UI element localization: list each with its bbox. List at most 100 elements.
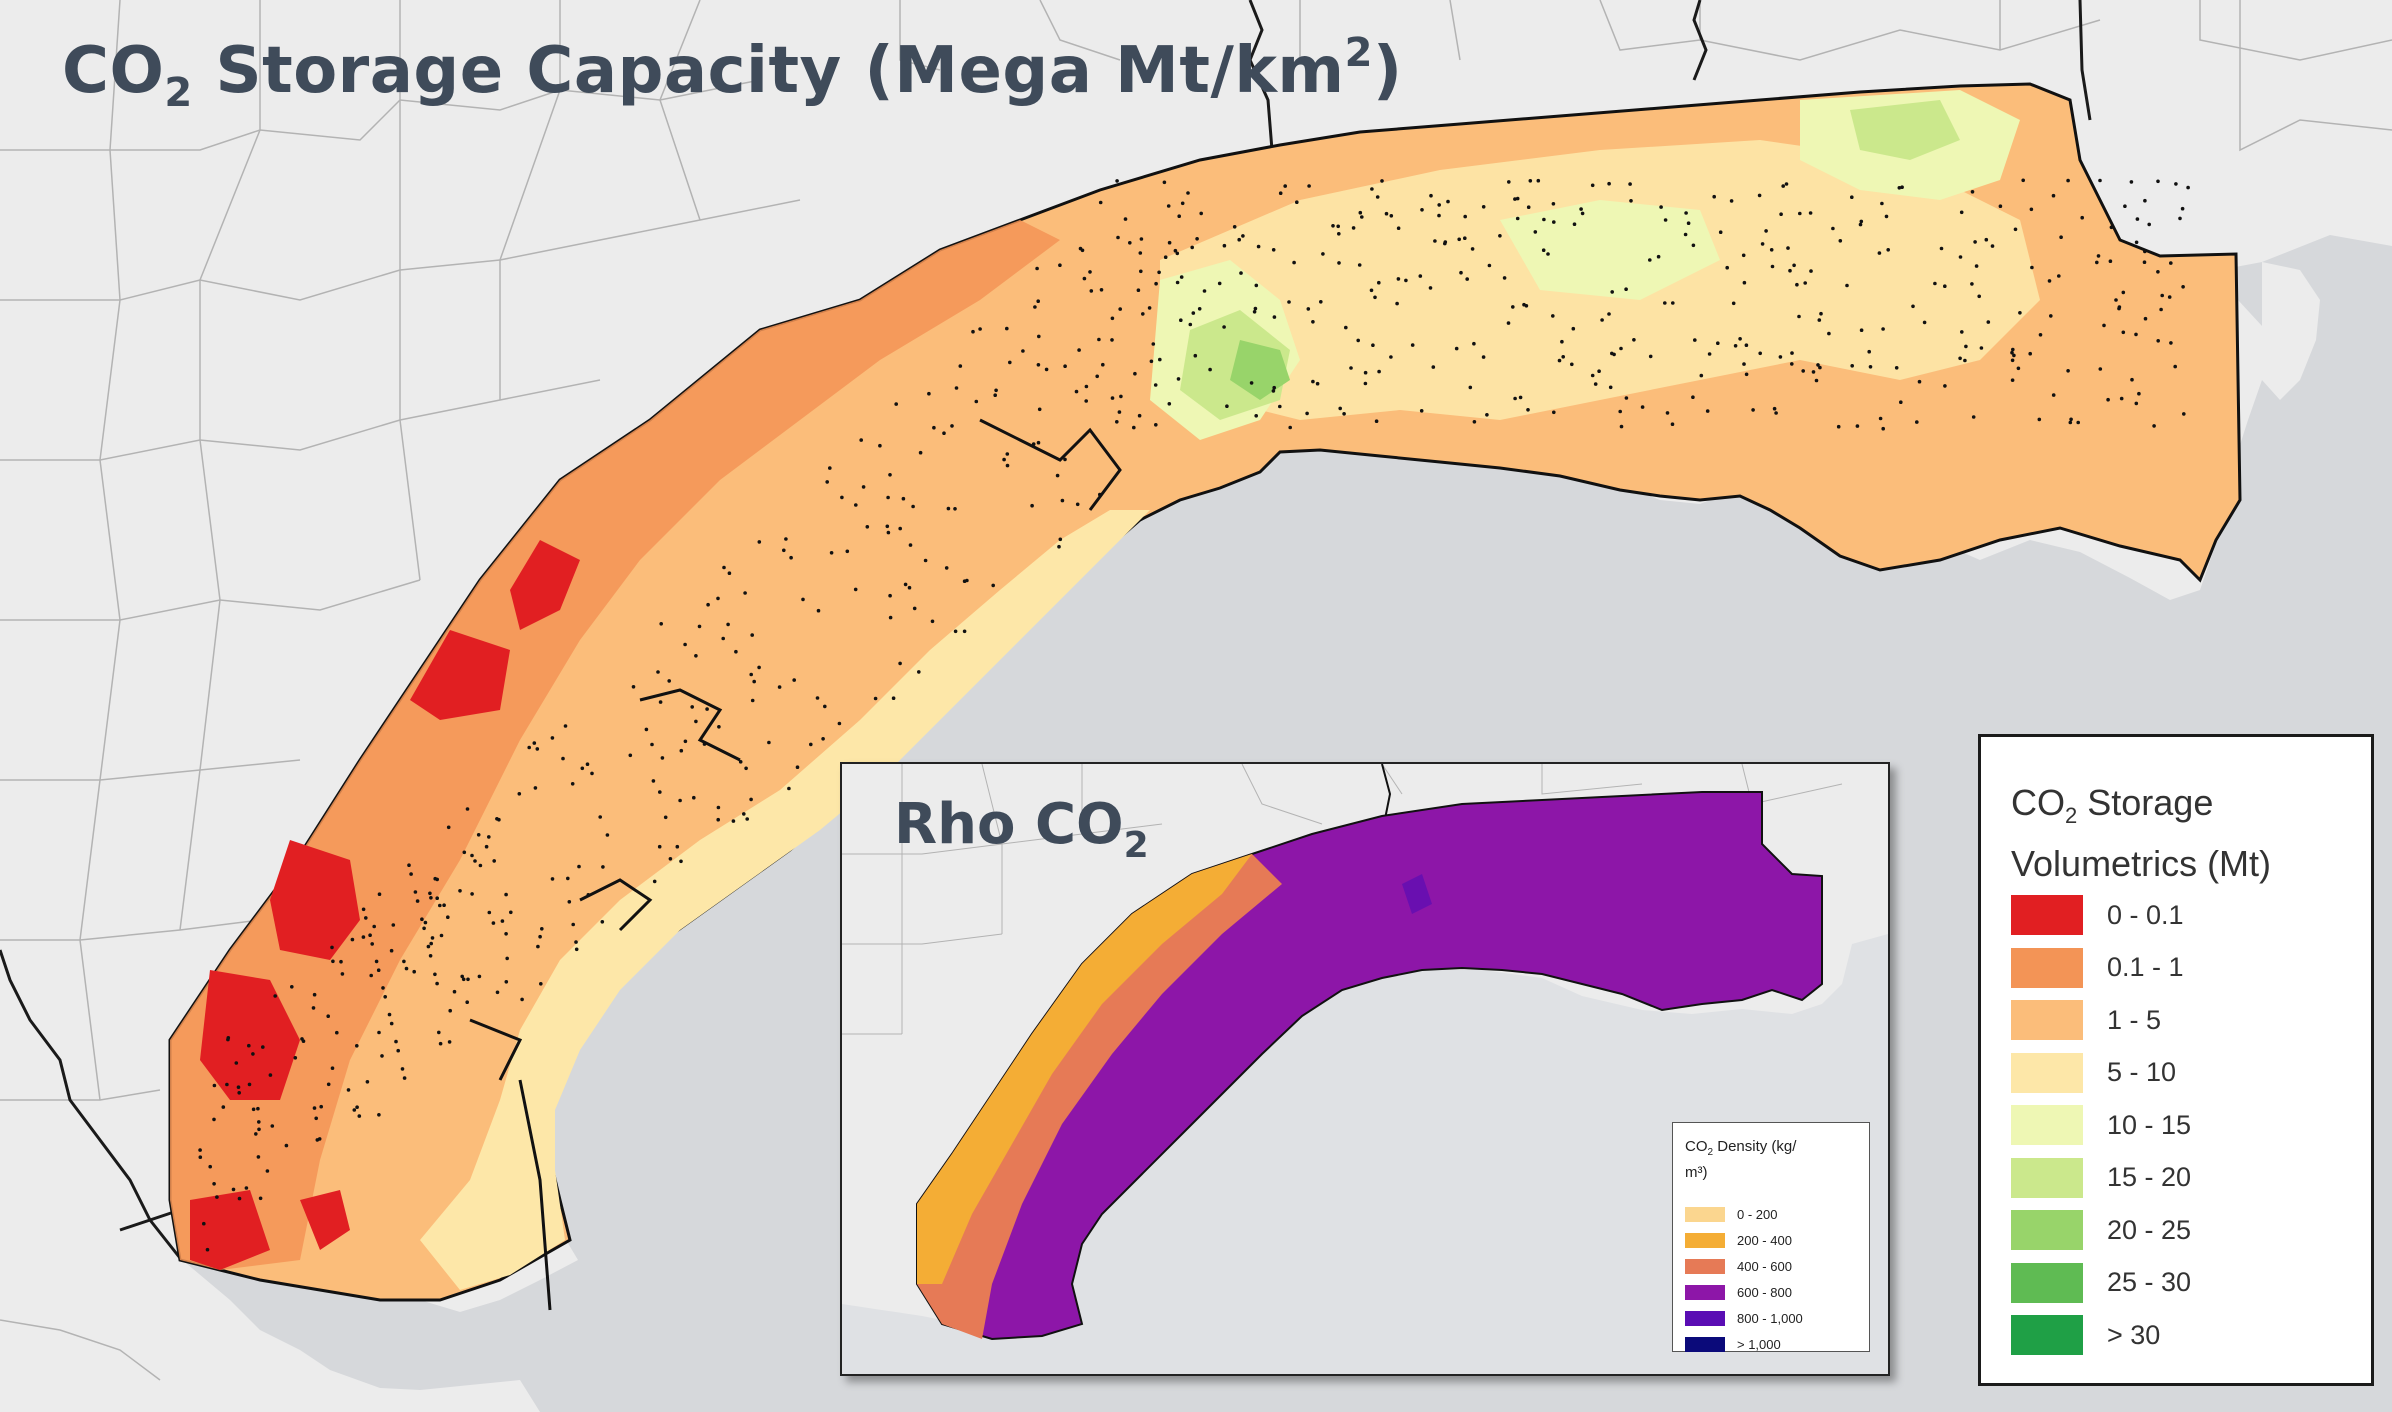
well-point <box>215 1195 219 1199</box>
well-point <box>1147 306 1152 310</box>
well-point <box>668 857 673 861</box>
well-point <box>1082 276 1087 281</box>
well-point <box>1943 384 1947 388</box>
well-point <box>675 844 680 849</box>
well-point <box>1319 300 1323 304</box>
well-point <box>2134 332 2138 337</box>
well-point <box>1419 409 1424 413</box>
inset-map-title: Rho CO2 <box>894 792 1149 866</box>
well-point <box>1819 311 1823 316</box>
well-point <box>539 982 543 986</box>
well-point <box>1986 320 1991 324</box>
well-point <box>1468 385 1473 390</box>
well-point <box>389 948 394 953</box>
well-point <box>1162 180 1167 185</box>
well-point <box>1838 239 1843 243</box>
well-point <box>1738 337 1742 341</box>
well-point <box>694 654 698 658</box>
well-point <box>679 748 684 753</box>
well-point <box>1380 179 1384 183</box>
well-point <box>1705 409 1710 413</box>
well-point <box>1731 301 1736 306</box>
well-point <box>1511 305 1515 309</box>
well-point <box>1770 264 1775 269</box>
coastal-band <box>420 510 1150 1290</box>
red-zone-f <box>300 1190 350 1250</box>
density-legend-row: 600 - 800 <box>1685 1279 1803 1305</box>
well-point <box>2051 393 2056 397</box>
density-legend-label: 600 - 800 <box>1737 1284 1792 1300</box>
well-point <box>1691 243 1696 248</box>
well-point <box>1179 318 1183 323</box>
mexico-land <box>0 1258 540 1412</box>
well-point <box>2106 397 2110 402</box>
well-point <box>1190 245 1194 250</box>
well-point <box>1370 187 1374 191</box>
well-point <box>1487 263 1492 268</box>
well-point <box>212 1117 216 1122</box>
well-point <box>380 1054 384 1058</box>
well-point <box>361 907 366 912</box>
well-point <box>809 742 813 747</box>
well-point <box>300 1037 304 1041</box>
well-point <box>923 558 928 563</box>
well-point <box>1790 351 1794 355</box>
well-point <box>1037 407 1042 412</box>
well-point <box>1136 288 1141 293</box>
well-point <box>1311 320 1315 324</box>
green-zone-f <box>1500 200 1720 300</box>
well-point <box>237 1091 241 1095</box>
well-point <box>1686 221 1691 225</box>
well-point <box>1337 232 1341 236</box>
well-point <box>1811 370 1816 374</box>
well-point <box>601 865 605 869</box>
well-point <box>368 933 372 937</box>
well-point <box>504 980 509 984</box>
well-point <box>1005 326 1009 331</box>
well-point <box>2143 249 2147 254</box>
well-point <box>1683 232 1688 237</box>
well-point <box>2076 420 2080 425</box>
well-point <box>752 679 756 684</box>
well-point <box>1640 405 1645 409</box>
well-point <box>946 506 951 511</box>
well-point <box>212 1182 216 1186</box>
well-point <box>1899 400 1903 405</box>
well-point <box>221 1105 226 1109</box>
well-point <box>1119 394 1123 399</box>
well-point <box>1336 224 1340 229</box>
well-point <box>567 900 572 904</box>
well-point <box>2180 206 2185 211</box>
well-point <box>1814 378 1819 383</box>
well-point <box>372 924 377 929</box>
well-point <box>273 994 278 998</box>
well-point <box>950 424 954 428</box>
well-point <box>340 972 345 976</box>
well-point <box>1222 243 1227 248</box>
well-point <box>326 1014 331 1018</box>
well-point <box>1990 244 1995 248</box>
well-point <box>1292 260 1296 265</box>
well-point <box>1693 338 1697 342</box>
well-point <box>1518 395 1523 400</box>
density-legend-row: 400 - 600 <box>1685 1253 1803 1279</box>
well-point <box>705 707 709 711</box>
well-point <box>1115 420 1119 424</box>
well-point <box>1084 384 1089 389</box>
well-point <box>1528 179 1533 183</box>
well-point <box>1513 197 1517 201</box>
well-point <box>571 922 575 927</box>
well-point <box>1154 423 1158 427</box>
well-point <box>2038 333 2043 337</box>
well-point <box>845 549 850 554</box>
well-point <box>1542 217 1546 222</box>
well-point <box>2169 261 2173 265</box>
county-boundaries <box>0 0 2392 1381</box>
well-point <box>580 766 585 771</box>
well-point <box>903 582 908 587</box>
density-legend-label: 800 - 1,000 <box>1737 1310 1803 1326</box>
well-point <box>721 636 725 641</box>
well-point <box>2114 298 2118 302</box>
well-point <box>491 921 496 925</box>
well-point <box>1663 301 1667 305</box>
